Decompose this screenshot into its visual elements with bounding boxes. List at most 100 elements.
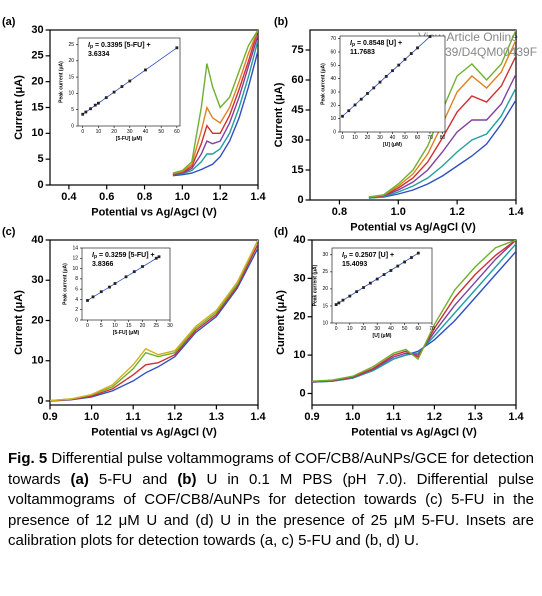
y-tick-label: 30 (330, 89, 336, 95)
y-axis-label: Peak current (μA) (320, 63, 326, 105)
x-tick-label: 5 (100, 323, 103, 329)
point (375, 277, 379, 281)
x-tick-label: 1.0 (345, 411, 360, 423)
curve (368, 73, 516, 199)
curve (50, 243, 258, 402)
y-tick-label: 5 (37, 153, 43, 165)
panel-label: (c) (2, 226, 16, 238)
point (175, 46, 179, 50)
y-tick-label: 0 (37, 179, 43, 191)
x-tick-label: 1.1 (386, 411, 401, 423)
equation-subscript: p (344, 254, 347, 260)
x-tick-label: 1.0 (84, 411, 99, 423)
y-tick-label: 20 (68, 58, 74, 64)
x-tick-label: 1.0 (175, 191, 190, 203)
y-tick-label: 25 (322, 269, 328, 275)
y-tick-label: 30 (293, 272, 305, 284)
caption-run: U in 0.1 M PBS (pH 7.0). Differential pu… (8, 470, 534, 550)
x-tick-label: 50 (402, 135, 408, 141)
x-tick-label: 15 (126, 323, 132, 329)
x-tick-label: 1.3 (468, 411, 483, 423)
point (410, 256, 413, 259)
point (403, 260, 407, 264)
point (391, 69, 394, 73)
caption-run: Fig. 5 (8, 450, 48, 467)
y-axis-label: Peak current (μA) (312, 264, 318, 306)
point (97, 101, 100, 105)
y-tick-label: 15 (31, 101, 43, 113)
point (81, 112, 85, 116)
point (409, 52, 413, 55)
y-axis-label: Current (μA) (273, 82, 285, 147)
x-tick-label: 0.9 (42, 411, 57, 423)
y-tick-label: 14 (72, 245, 78, 251)
y-tick-label: 15 (68, 74, 74, 80)
point (113, 282, 117, 285)
curve (172, 30, 258, 175)
x-tick-label: 1.2 (167, 411, 182, 423)
equation-text: = 0.8548 [U] + (355, 40, 402, 47)
point (99, 290, 103, 294)
y-tick-label: 10 (330, 116, 336, 122)
y-tick-label: 75 (291, 44, 303, 56)
point (157, 255, 161, 259)
y-tick-label: 15 (322, 303, 328, 309)
x-tick-label: 20 (111, 129, 117, 135)
curve (312, 240, 516, 382)
plot-frame (331, 247, 433, 324)
y-tick-label: 10 (72, 266, 78, 272)
point (384, 75, 388, 78)
curve (368, 87, 516, 199)
x-tick-label: 40 (390, 135, 396, 141)
y-tick-label: 10 (68, 91, 74, 97)
x-tick-label: 30 (127, 129, 133, 135)
x-axis-label: Potential vs Ag/AgCl (V) (91, 426, 217, 438)
curve (50, 240, 258, 402)
point (84, 110, 88, 114)
curve (172, 34, 258, 176)
point (362, 286, 365, 289)
y-tick-label: 8 (75, 276, 78, 282)
equation-intercept: 3.8366 (92, 261, 114, 268)
x-tick-label: 0.9 (304, 411, 319, 423)
x-tick-label: 0 (341, 135, 344, 141)
y-tick-label: 60 (291, 74, 303, 86)
curve (172, 30, 258, 175)
point (104, 96, 108, 100)
point (348, 294, 352, 298)
fit-line (87, 256, 160, 301)
y-axis-label: Current (μA) (13, 75, 25, 140)
y-tick-label: 30 (31, 274, 43, 286)
equation-intercept: 11.7683 (350, 49, 375, 56)
y-axis-label: Current (μA) (13, 290, 25, 355)
x-tick-label: 25 (153, 323, 159, 329)
y-tick-label: 40 (31, 234, 43, 246)
equation-text: = 0.3259 [5-FU] + (97, 252, 155, 259)
point (382, 273, 386, 276)
panel-label: (a) (2, 16, 16, 28)
x-tick-label: 1.4 (508, 411, 524, 423)
x-tick-label: 40 (388, 326, 394, 332)
point (366, 92, 369, 95)
plot-frame (81, 247, 171, 321)
panel-label: (b) (274, 16, 288, 28)
x-axis-label: Potential vs Ag/AgCl (V) (91, 206, 217, 218)
x-axis-label: [U] (μM) (373, 333, 392, 339)
caption-run: Differential pulse voltammograms of COF/… (8, 450, 534, 488)
point (91, 295, 95, 299)
y-tick-label: 20 (31, 76, 43, 88)
y-tick-label: 30 (322, 252, 328, 258)
y-tick-label: 15 (291, 164, 303, 176)
x-tick-label: 10 (352, 135, 358, 141)
point (86, 299, 89, 302)
equation-intercept: 15.4093 (342, 261, 367, 268)
x-tick-label: 1.2 (427, 411, 442, 423)
x-tick-label: 30 (167, 323, 173, 329)
x-tick-label: 50 (402, 326, 408, 332)
y-tick-label: 10 (31, 355, 43, 367)
y-tick-label: 2 (75, 307, 78, 313)
x-tick-label: 1.2 (213, 191, 228, 203)
point (112, 90, 116, 94)
x-tick-label: 10 (347, 326, 353, 332)
x-tick-label: 10 (96, 129, 102, 135)
